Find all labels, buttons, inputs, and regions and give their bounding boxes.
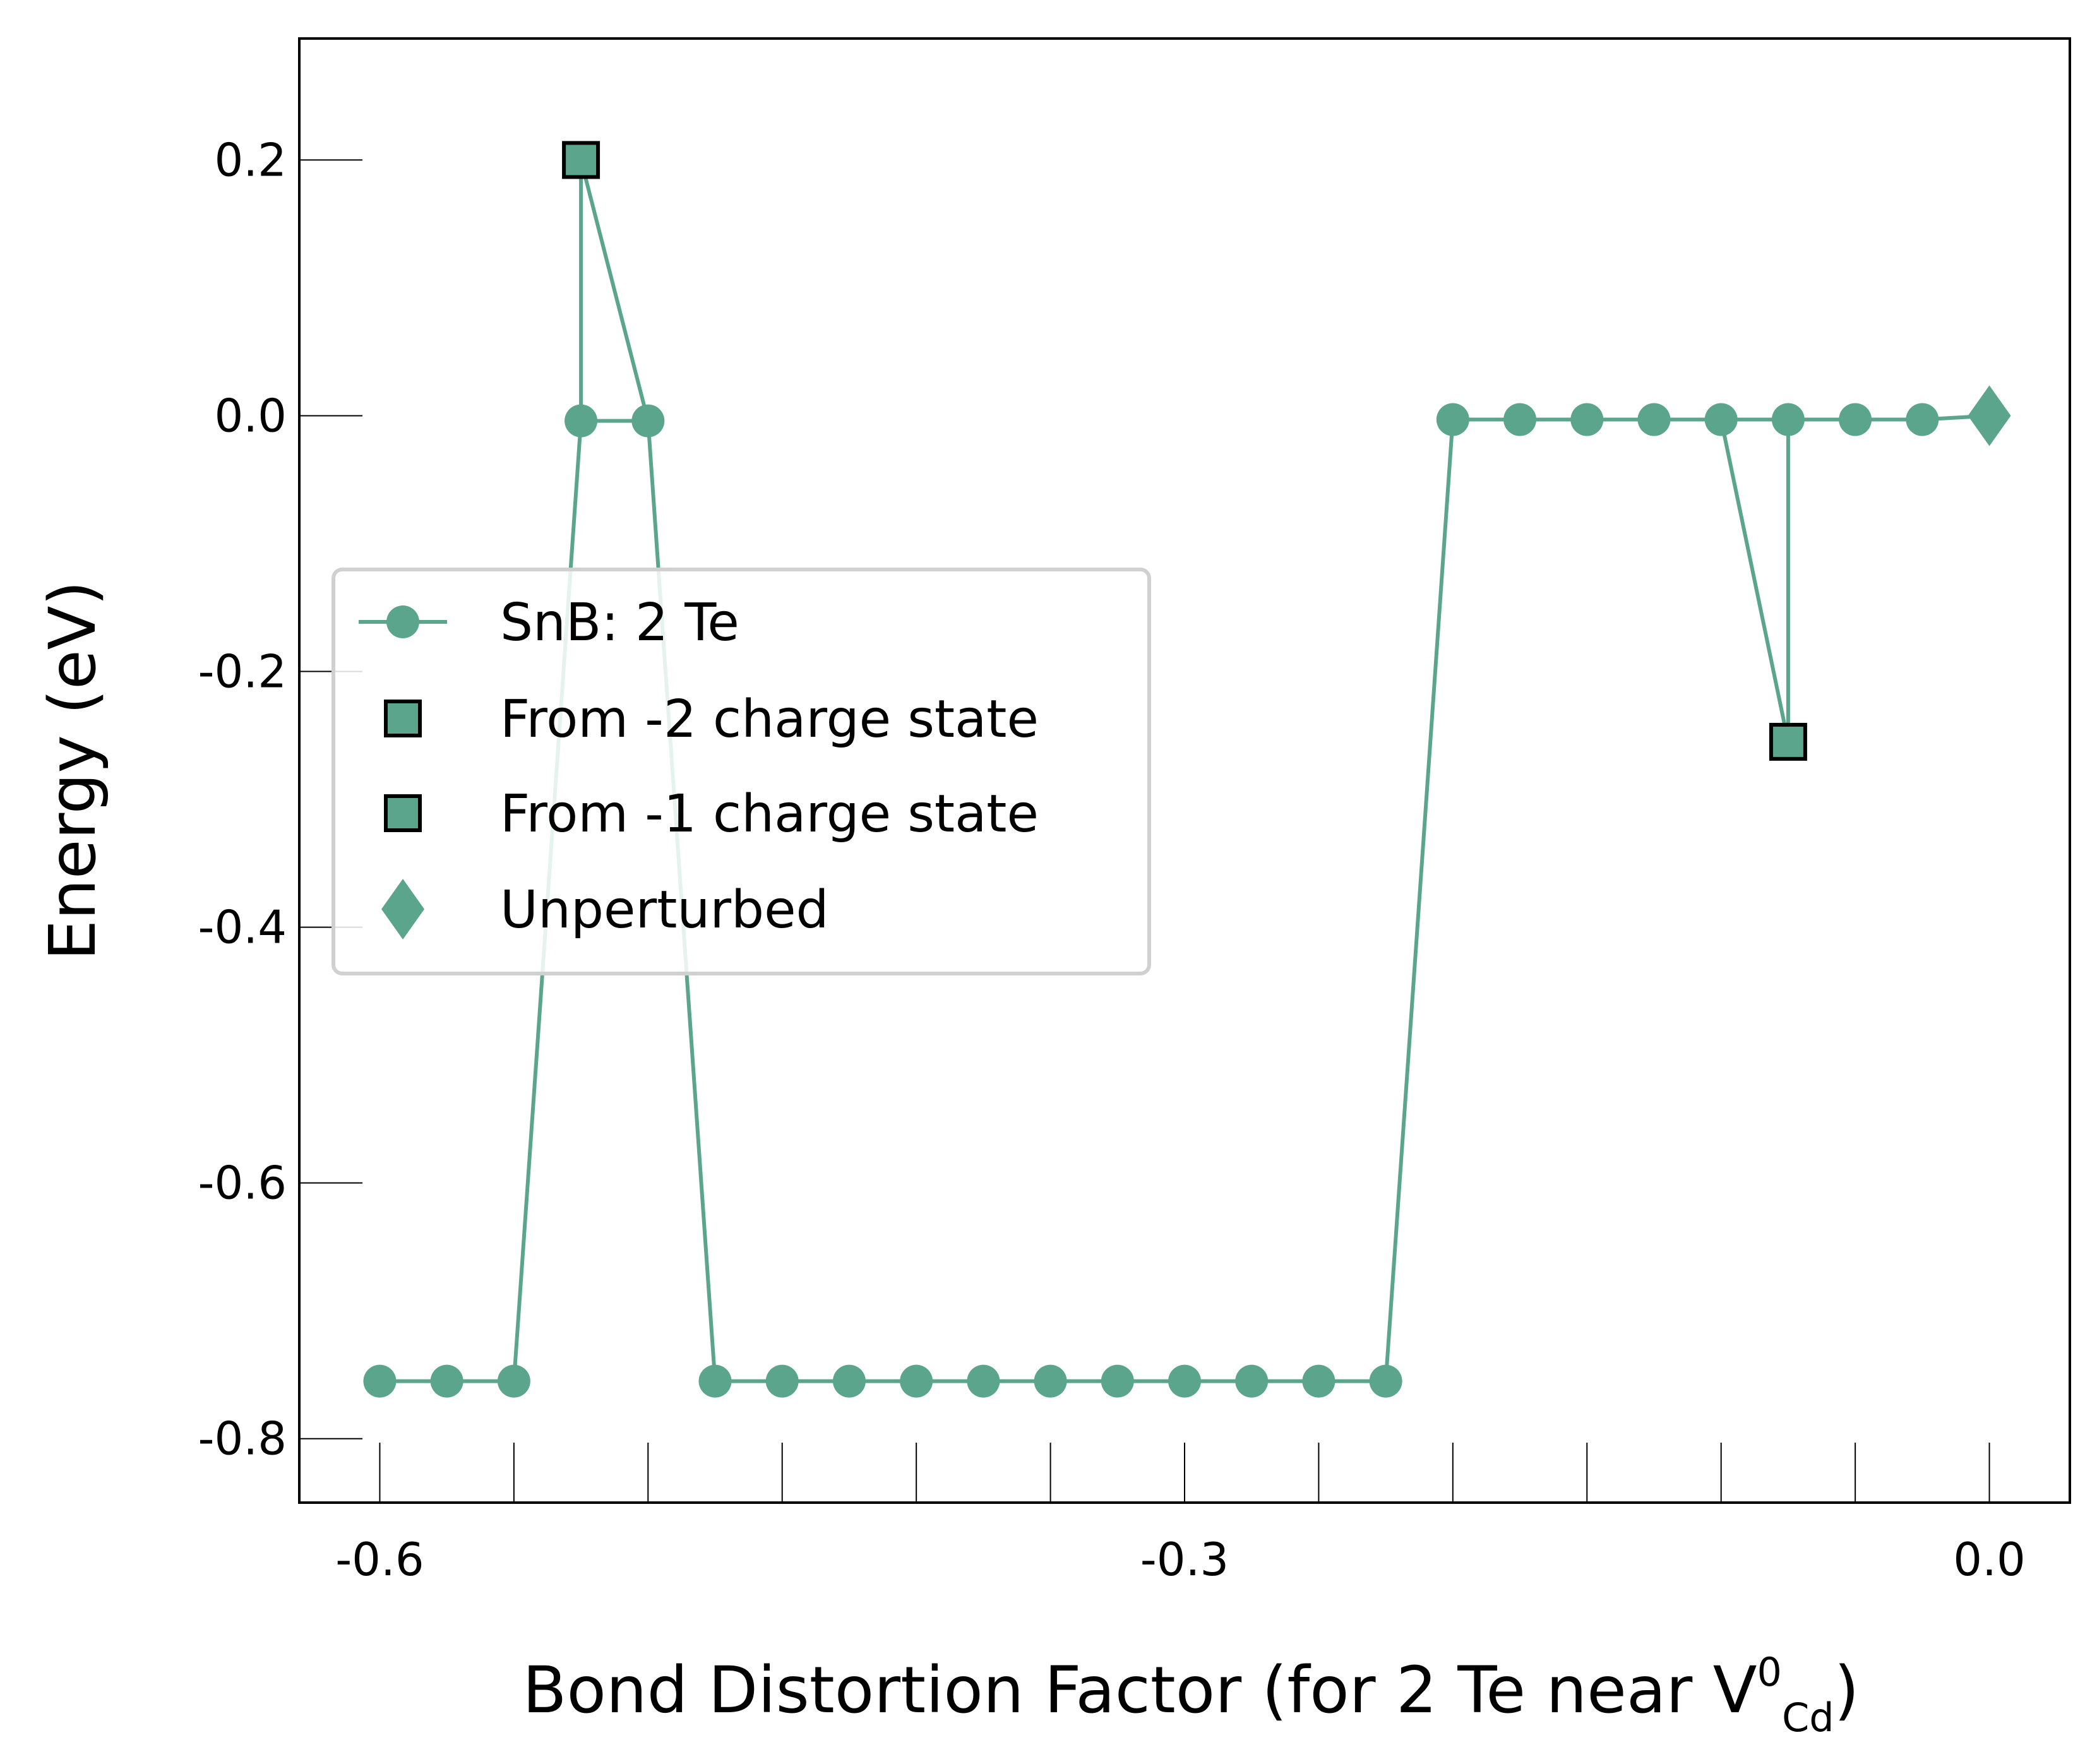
ticks-layer: -0.6 -0.3 0.0 0.2 0.0 -0.2 -0.4 -0.6 -0.8 — [198, 133, 2026, 1586]
y-tick-label: -0.2 — [198, 645, 287, 698]
data-point — [497, 1364, 530, 1398]
data-point — [698, 1364, 732, 1398]
legend-label: From -2 charge state — [500, 689, 1039, 749]
legend: SnB: 2 Te From -2 charge state From -1 cha… — [332, 568, 1151, 975]
y-tick-label: -0.8 — [198, 1412, 287, 1465]
data-point — [565, 404, 598, 438]
connector-line — [1719, 419, 1790, 742]
legend-entry: Unperturbed — [381, 879, 829, 940]
x-axis-label-sup: 0 — [1757, 1649, 1782, 1695]
data-point — [1302, 1364, 1335, 1398]
data-point — [1839, 403, 1872, 436]
legend-label: From -1 charge state — [500, 784, 1039, 844]
legend-box — [332, 568, 1151, 975]
data-point — [1906, 403, 1939, 436]
data-point — [1101, 1364, 1134, 1398]
x-tick-label: 0.0 — [1953, 1533, 2026, 1586]
legend-marker-square — [384, 700, 422, 737]
data-point — [1637, 403, 1671, 436]
x-axis-label-close: ) — [1834, 1653, 1860, 1728]
y-tick-label: 0.2 — [214, 133, 287, 186]
data-point — [1704, 403, 1738, 436]
connector-line — [579, 159, 650, 422]
data-point — [1168, 1364, 1201, 1398]
data-point — [1235, 1364, 1269, 1398]
data-point — [1570, 403, 1604, 436]
legend-entry: SnB: 2 Te — [359, 593, 739, 653]
y-axis-label: Energy (eV) — [35, 581, 111, 961]
data-point — [363, 1364, 397, 1398]
legend-marker-square — [384, 794, 422, 832]
data-point — [765, 1364, 799, 1398]
data-point-square — [562, 141, 600, 179]
legend-entry: From -2 charge state — [384, 689, 1039, 749]
legend-marker-diamond — [381, 879, 424, 939]
data-point — [967, 1364, 1000, 1398]
legend-label: Unperturbed — [500, 880, 829, 940]
data-point — [1503, 403, 1537, 436]
y-tick-label: 0.0 — [214, 389, 287, 442]
y-tick-label: -0.6 — [198, 1157, 287, 1210]
data-point-square — [1769, 722, 1807, 761]
legend-label: SnB: 2 Te — [500, 593, 739, 653]
data-point — [900, 1364, 933, 1398]
x-tick-label: -0.6 — [335, 1533, 424, 1586]
y-tick-label: -0.4 — [198, 901, 287, 954]
x-axis-label: Bond Distortion Factor (for 2 Te near V0… — [523, 1649, 1860, 1741]
x-tick-label: -0.3 — [1140, 1533, 1229, 1586]
data-point — [430, 1364, 463, 1398]
x-axis-label-main: Bond Distortion Factor (for 2 Te near V — [523, 1653, 1757, 1728]
x-axis-label-sub: Cd — [1782, 1695, 1834, 1741]
legend-entry: From -1 charge state — [384, 784, 1039, 844]
data-point — [1436, 403, 1469, 436]
data-point — [631, 404, 665, 438]
data-point — [832, 1364, 866, 1398]
data-point — [1771, 403, 1805, 436]
data-point-diamond — [1968, 385, 2011, 446]
data-point — [1034, 1364, 1067, 1398]
data-point — [1369, 1364, 1402, 1398]
plot-layer — [363, 141, 2011, 1398]
legend-entries: SnB: 2 Te From -2 charge state From -1 cha… — [359, 593, 1039, 940]
legend-marker-circle — [386, 605, 419, 638]
